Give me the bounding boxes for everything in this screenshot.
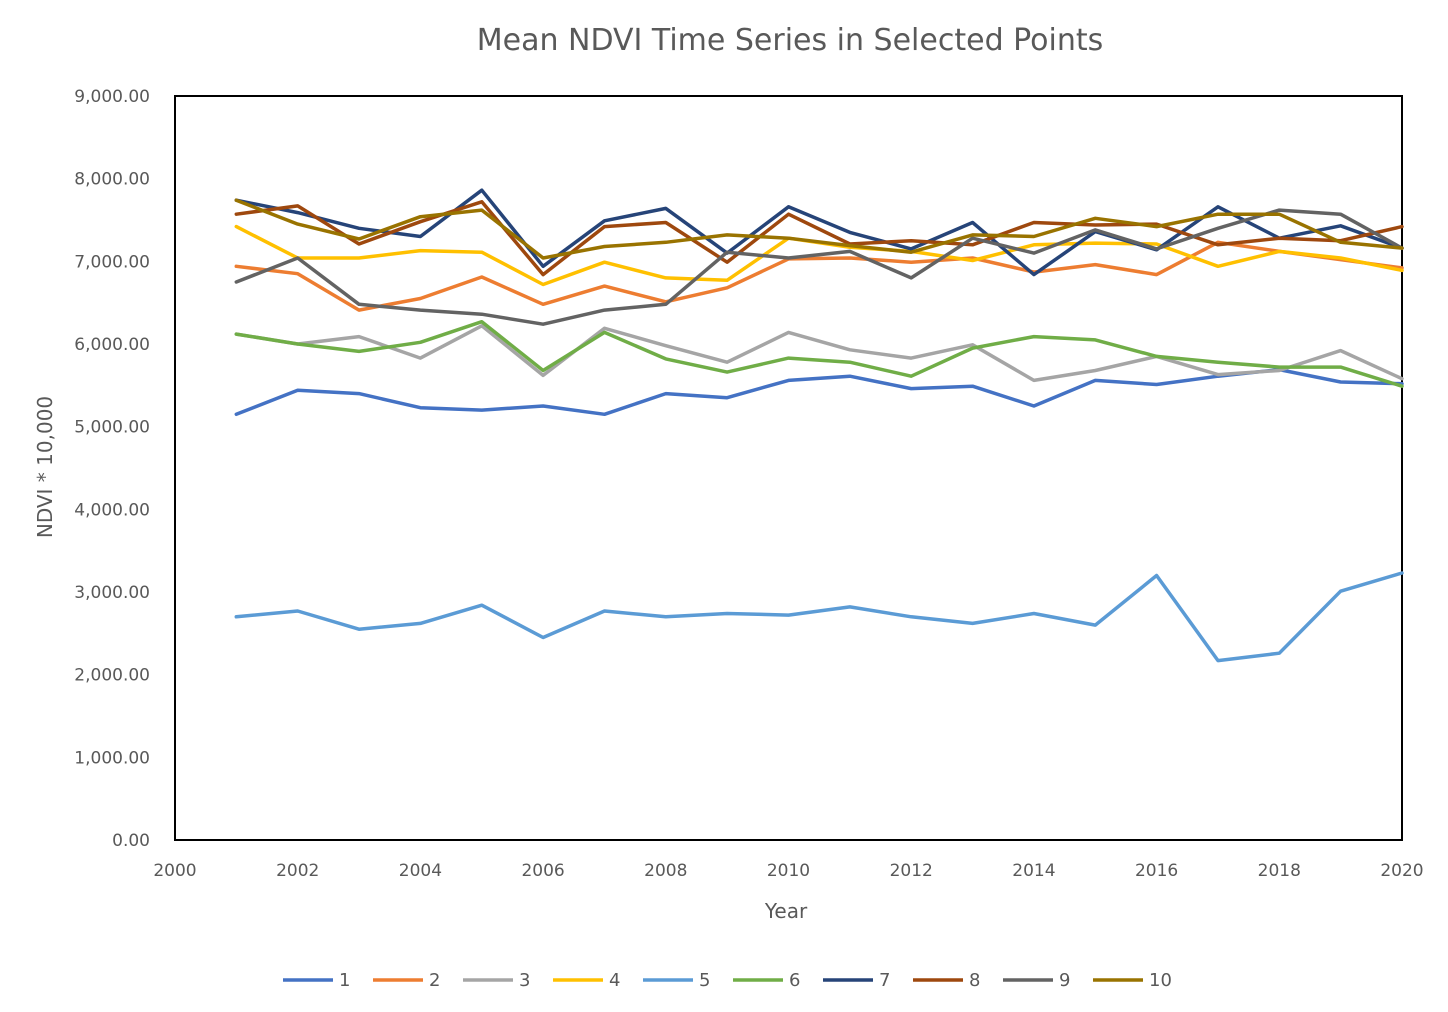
legend-item-8: 8: [913, 970, 980, 991]
legend-label: 2: [429, 970, 440, 991]
series-line-2: [234, 240, 1404, 312]
legend-item-7: 7: [823, 970, 890, 991]
legend-label: 3: [519, 970, 530, 991]
chart-title: Mean NDVI Time Series in Selected Points: [477, 23, 1104, 58]
legend-label: 8: [969, 970, 980, 991]
legend-item-2: 2: [373, 970, 440, 991]
legend-label: 4: [609, 970, 620, 991]
legend-item-1: 1: [283, 970, 350, 991]
y-tick-label: 5,000.00: [74, 418, 150, 438]
x-tick-label: 2018: [1258, 861, 1301, 881]
y-axis-tick-labels: 0.00 1,000.00 2,000.00 3,000.00 4,000.00 5,00…: [74, 87, 150, 851]
x-tick-label: 2004: [399, 861, 442, 881]
legend-label: 6: [789, 970, 800, 991]
x-axis-title: Year: [764, 899, 808, 923]
y-tick-label: 0.00: [112, 831, 150, 851]
y-tick-label: 7,000.00: [74, 252, 150, 272]
y-tick-label: 4,000.00: [74, 500, 150, 520]
x-tick-label: 2020: [1380, 861, 1423, 881]
legend-label: 5: [699, 970, 710, 991]
legend-item-9: 9: [1003, 970, 1070, 991]
legend-item-3: 3: [463, 970, 530, 991]
x-tick-label: 2008: [644, 861, 687, 881]
legend-item-6: 6: [733, 970, 800, 991]
y-tick-label: 8,000.00: [74, 170, 150, 190]
x-tick-label: 2010: [767, 861, 810, 881]
legend: 1 2 3 4 5 6 7 8 9 10: [283, 970, 1172, 991]
series-line-9: [234, 208, 1404, 326]
x-tick-label: 2012: [890, 861, 933, 881]
legend-item-4: 4: [553, 970, 620, 991]
series-lines: [234, 188, 1404, 663]
series-line-5: [234, 571, 1404, 663]
y-tick-label: 9,000.00: [74, 87, 150, 107]
x-tick-label: 2006: [521, 861, 564, 881]
series-line-10: [234, 198, 1404, 260]
y-tick-label: 1,000.00: [74, 748, 150, 768]
series-line-8: [234, 200, 1404, 277]
series-line-6: [234, 319, 1404, 388]
y-tick-label: 3,000.00: [74, 583, 150, 603]
legend-label: 10: [1149, 970, 1172, 991]
legend-item-5: 5: [643, 970, 710, 991]
y-axis-title: NDVI * 10,000: [33, 396, 57, 538]
series-line-7: [234, 188, 1404, 277]
legend-item-10: 10: [1093, 970, 1172, 991]
plot-area-frame: [174, 95, 1403, 841]
y-tick-label: 6,000.00: [74, 335, 150, 355]
x-tick-label: 2002: [276, 861, 319, 881]
legend-label: 7: [879, 970, 890, 991]
x-axis-tick-labels: 2000 2002 2004 2006 2008 2010 2012 2014 2016 2018…: [153, 861, 1423, 881]
legend-label: 1: [339, 970, 350, 991]
x-tick-label: 2014: [1012, 861, 1055, 881]
legend-label: 9: [1059, 970, 1070, 991]
series-line-3: [234, 324, 1404, 383]
x-tick-label: 2000: [153, 861, 196, 881]
y-tick-label: 2,000.00: [74, 666, 150, 686]
x-tick-label: 2016: [1135, 861, 1178, 881]
series-line-1: [234, 367, 1404, 417]
